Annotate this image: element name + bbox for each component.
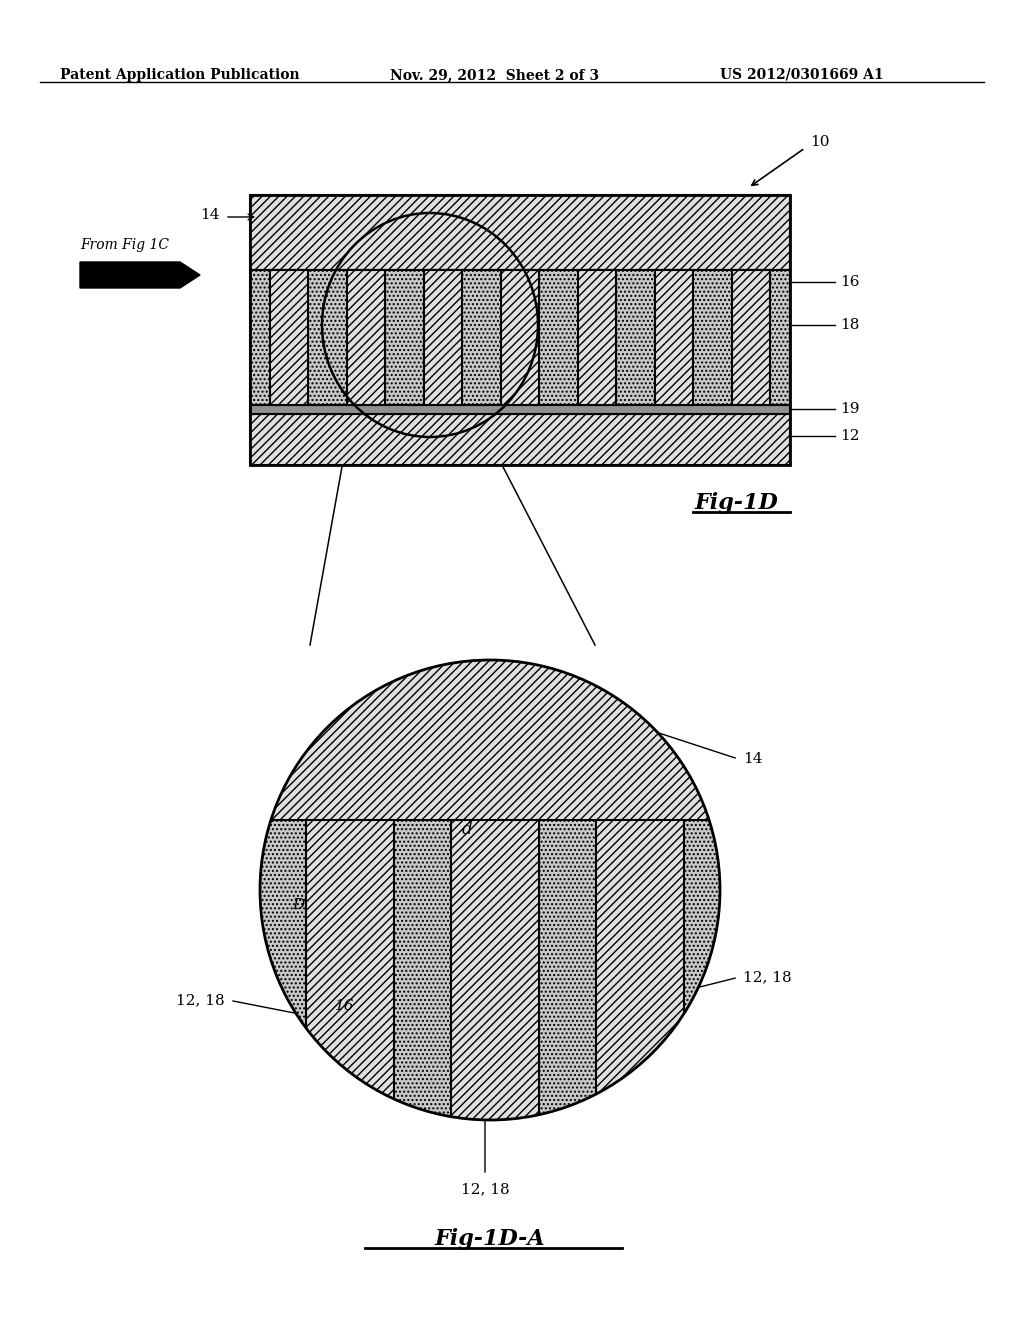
Bar: [250, 414, 790, 465]
Text: 16: 16: [335, 999, 354, 1012]
Bar: [579, 271, 616, 405]
Bar: [250, 195, 790, 465]
Text: 14: 14: [743, 752, 763, 766]
Bar: [250, 405, 790, 414]
Bar: [260, 818, 720, 821]
Text: 12: 12: [840, 429, 859, 444]
Bar: [269, 271, 307, 405]
Bar: [260, 660, 720, 820]
Bar: [250, 271, 790, 405]
Bar: [451, 820, 539, 1119]
Circle shape: [260, 660, 720, 1119]
Bar: [347, 271, 385, 405]
Text: 12, 18: 12, 18: [743, 970, 792, 985]
Text: Fig-1D: Fig-1D: [695, 492, 778, 513]
Text: Nov. 29, 2012  Sheet 2 of 3: Nov. 29, 2012 Sheet 2 of 3: [390, 69, 599, 82]
Bar: [596, 820, 684, 1119]
Text: From Fig 1C: From Fig 1C: [80, 238, 169, 252]
Bar: [424, 271, 462, 405]
Bar: [501, 271, 539, 405]
Bar: [306, 820, 394, 1119]
Text: US 2012/0301669 A1: US 2012/0301669 A1: [720, 69, 884, 82]
Bar: [655, 271, 693, 405]
Text: 14: 14: [201, 209, 220, 222]
Text: 16: 16: [840, 275, 859, 289]
Bar: [451, 820, 539, 1119]
Text: Patent Application Publication: Patent Application Publication: [60, 69, 300, 82]
Text: 12, 18: 12, 18: [176, 994, 225, 1007]
Text: 19: 19: [840, 403, 859, 416]
Bar: [306, 820, 394, 1119]
Text: D: D: [292, 898, 304, 912]
Bar: [732, 271, 770, 405]
FancyArrow shape: [80, 261, 200, 288]
Text: d: d: [461, 821, 472, 838]
Bar: [250, 195, 790, 271]
Text: Fig-1D-A: Fig-1D-A: [434, 1228, 546, 1250]
Text: 18: 18: [840, 318, 859, 333]
Text: 10: 10: [810, 135, 829, 149]
Bar: [596, 820, 684, 1119]
Bar: [260, 820, 720, 1119]
Text: 12, 18: 12, 18: [461, 1181, 509, 1196]
